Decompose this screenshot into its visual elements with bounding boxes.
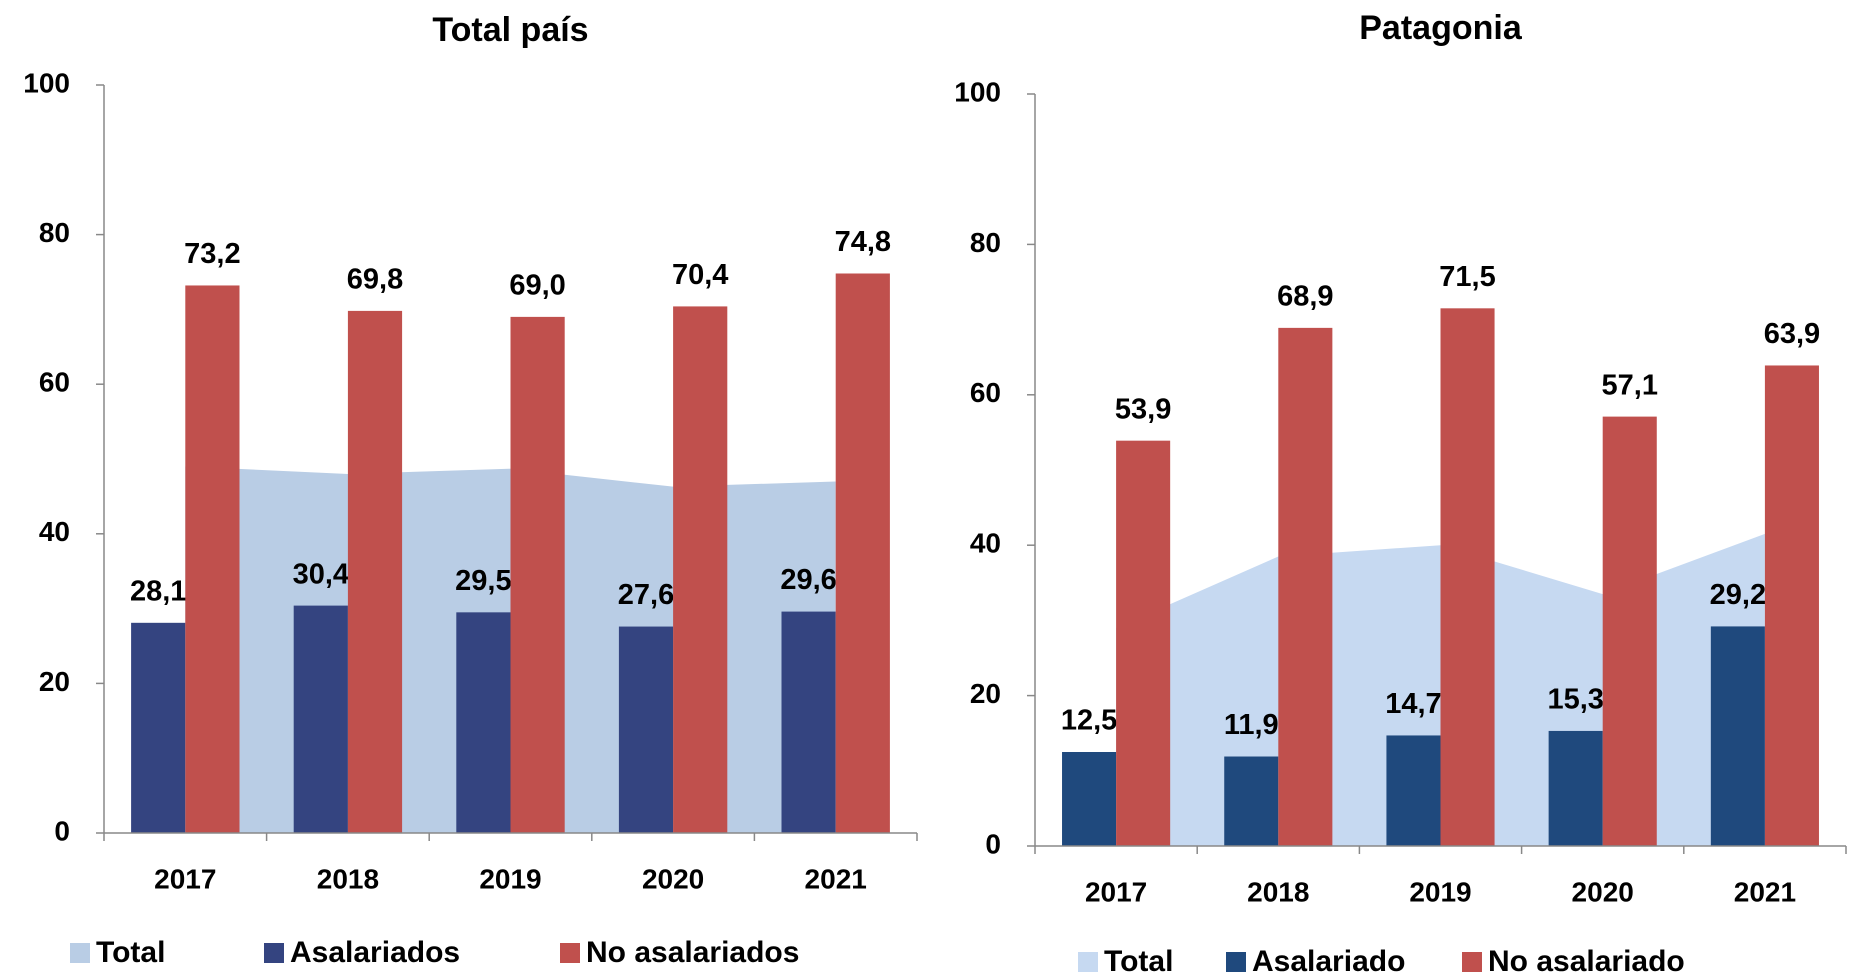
x-tick-label: 2019 [1409,876,1471,907]
bar [781,611,836,833]
legend-swatch [1078,952,1098,972]
x-tick-label: 2018 [1247,876,1309,907]
x-tick-label: 2019 [479,863,541,894]
data-label: 57,1 [1602,369,1658,401]
legend-swatch [264,943,284,963]
legend-label: No asalariados [586,936,799,969]
bar [131,622,186,833]
legend-swatch [1462,952,1482,972]
data-label: 15,3 [1547,684,1603,716]
data-label: 71,5 [1439,261,1495,293]
bar [1224,756,1279,846]
y-tick-label: 80 [970,227,1001,258]
y-tick-label: 100 [23,67,70,98]
bar [1764,365,1819,846]
x-tick-label: 2017 [154,863,216,894]
x-tick-label: 2021 [1734,876,1796,907]
data-label: 73,2 [184,238,240,270]
data-label: 29,6 [780,564,836,596]
bar [1116,440,1171,846]
y-tick-label: 40 [970,528,1001,559]
data-label: 29,5 [455,565,511,597]
bar [835,273,890,834]
data-label: 68,9 [1277,281,1333,313]
bar [1548,730,1603,846]
y-tick-label: 60 [39,367,70,398]
legend-swatch [1226,952,1246,972]
x-tick-label: 2018 [317,863,379,894]
chart-title: Patagonia [1359,9,1523,47]
legend-label: Total [1104,945,1173,976]
data-label: 12,5 [1061,705,1117,737]
bar [1602,416,1657,846]
data-label: 63,9 [1764,318,1820,350]
x-tick-label: 2021 [805,863,867,894]
legend-label: Total [96,936,165,969]
data-label: 27,6 [618,579,674,611]
data-label: 69,0 [509,270,565,302]
bar [347,310,403,833]
bar [456,612,511,833]
bar [1062,752,1117,846]
bar [1386,735,1441,846]
bar [1278,327,1333,846]
legend-label: Asalariado [1252,945,1405,976]
data-label: 70,4 [672,259,728,291]
data-label: 29,2 [1710,579,1766,611]
y-tick-label: 20 [39,666,70,697]
legend-swatch [560,943,580,963]
legend-label: No asalariado [1488,945,1685,976]
data-label: 53,9 [1115,393,1171,425]
bar [1710,626,1765,846]
data-label: 69,8 [347,264,403,296]
y-tick-label: 0 [54,815,70,846]
x-tick-label: 2020 [1572,876,1634,907]
x-tick-label: 2017 [1085,876,1147,907]
bar [618,626,674,833]
legend-swatch [70,943,90,963]
y-tick-label: 80 [39,217,70,248]
bar [185,285,240,833]
y-tick-label: 0 [985,828,1001,859]
bar [293,605,348,833]
y-tick-label: 100 [954,76,1001,107]
bar [673,306,728,834]
y-tick-label: 60 [970,377,1001,408]
bar [1440,308,1495,846]
data-label: 14,7 [1385,688,1441,720]
y-tick-label: 40 [39,516,70,547]
bar [510,316,565,833]
data-label: 28,1 [130,575,186,607]
chart-title: Total país [432,11,588,49]
data-label: 74,8 [835,226,891,258]
data-label: 30,4 [293,558,349,590]
y-tick-label: 20 [970,678,1001,709]
data-label: 11,9 [1224,709,1279,741]
legend-label: Asalariados [290,936,460,969]
x-tick-label: 2020 [642,863,704,894]
